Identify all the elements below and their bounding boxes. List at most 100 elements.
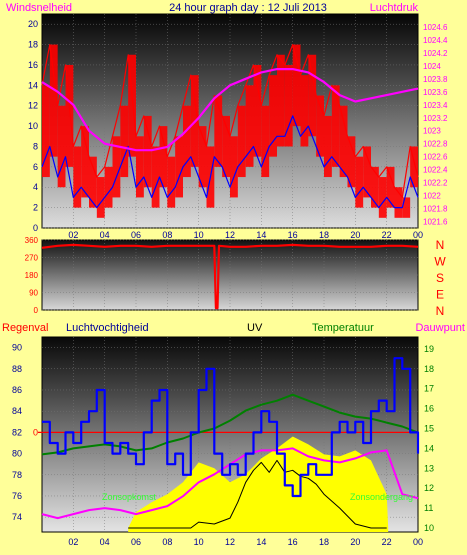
direction-tick-label: 90 (29, 289, 38, 298)
pressure-tick-label: 1021.8 (423, 205, 448, 214)
climate-series (38, 357, 420, 532)
x-tick-label: 06 (131, 230, 141, 240)
pressure-tick-label: 1024 (423, 62, 441, 71)
wind-bar (89, 156, 97, 208)
pressure-axis-label: Luchtdruk (370, 2, 419, 14)
pressure-tick-label: 1021.6 (423, 218, 448, 227)
direction-left-ticks: 0 90 180 270 360 (25, 236, 39, 315)
x-tick-label: 12 (225, 537, 235, 547)
wind-left-ticks: 0 2 4 6 8 10 12 14 16 18 20 (28, 19, 38, 233)
sunset-label: Zonsondergang (350, 492, 413, 502)
x-tick-label: 08 (162, 537, 172, 547)
humidity-tick-label: 88 (12, 364, 22, 374)
wind-bar (386, 166, 395, 208)
temperature-tick-label: 16 (424, 404, 434, 414)
wind-tick-label: 4 (33, 182, 38, 192)
wind-bar (128, 54, 136, 157)
temperature-tick-label: 12 (424, 483, 434, 493)
wind-bar (300, 75, 309, 147)
wind-bar (120, 105, 129, 178)
wind-bar (292, 44, 301, 127)
x-tick-label: 14 (256, 230, 266, 240)
wind-tick-label: 6 (33, 162, 38, 172)
wind-bar (112, 136, 121, 198)
temperature-tick-label: 18 (424, 364, 434, 374)
wind-bar (167, 156, 176, 208)
uv-line (128, 459, 387, 529)
wind-line (41, 43, 419, 198)
wind-bar (284, 64, 293, 147)
wind-tick-label: 0 (33, 223, 38, 233)
humidity-tick-label: 76 (12, 491, 22, 501)
wind-bar (73, 146, 82, 208)
wind-bar (245, 85, 254, 167)
humidity-tick-label: 86 (12, 385, 22, 395)
x-tick-label: 20 (350, 230, 360, 240)
temperature-right-ticks: 10 11 12 13 14 15 16 17 18 19 (424, 344, 434, 533)
humidity-tick-label: 90 (12, 343, 22, 353)
wind-bar (237, 105, 246, 178)
x-tick-label: 08 (162, 230, 172, 240)
humidity-tick-label: 84 (12, 406, 22, 416)
x-tick-label: 18 (319, 230, 329, 240)
temperature-tick-label: 10 (424, 523, 434, 533)
direction-tick-label: 270 (25, 254, 39, 263)
x-tick-label: 04 (100, 230, 110, 240)
pressure-tick-label: 1022 (423, 192, 441, 201)
humidity-tick-label: 80 (12, 449, 22, 459)
gust-line (41, 115, 419, 209)
temperature-tick-label: 14 (424, 443, 434, 453)
direction-plot-area (41, 239, 419, 311)
wind-bar (253, 64, 262, 157)
humidity-label: Luchtvochtigheid (66, 322, 149, 334)
wind-bar (214, 95, 223, 167)
wind-bar (378, 177, 387, 218)
wind-bar (316, 95, 324, 157)
wind-bar (159, 126, 168, 188)
wind-bar (371, 166, 379, 208)
wind-bar (269, 75, 277, 157)
wind-bar (151, 146, 160, 208)
wind-bar (65, 64, 74, 167)
wind-tick-label: 12 (28, 101, 38, 111)
wind-bar (198, 126, 207, 188)
humidity-left-ticks: 0 74 76 78 80 82 84 86 88 90 (12, 343, 38, 523)
x-tick-label: 16 (288, 537, 298, 547)
wind-bar (402, 197, 411, 218)
x-tick-label: 14 (256, 537, 266, 547)
wind-series (41, 43, 419, 218)
wind-bar (308, 54, 317, 137)
wind-bar (277, 54, 285, 147)
wind-tick-label: 18 (28, 40, 38, 50)
wind-tick-label: 20 (28, 19, 38, 29)
compass-label: N (436, 304, 445, 318)
wind-tick-label: 16 (28, 60, 38, 70)
direction-tick-label: 360 (25, 236, 39, 245)
wind-bar (49, 44, 58, 157)
graph-title: 24 hour graph day : 12 Juli 2013 (169, 2, 327, 14)
pressure-tick-label: 1023.8 (423, 75, 448, 84)
x-tick-label: 02 (68, 537, 78, 547)
sunrise-label: Zonsopkomst (102, 492, 157, 502)
compass-label: W (434, 255, 446, 269)
temperature-tick-label: 13 (424, 463, 434, 473)
humidity-tick-label: 74 (12, 512, 22, 522)
wind-tick-label: 10 (28, 121, 38, 131)
humidity-line (42, 357, 420, 498)
pressure-tick-label: 1023.2 (423, 114, 448, 123)
pressure-tick-label: 1022.8 (423, 140, 448, 149)
temperature-tick-label: 11 (424, 503, 433, 513)
wind-bar (347, 136, 356, 188)
wind-bar (143, 115, 152, 188)
x-tick-label: 12 (225, 230, 235, 240)
wind-tick-label: 14 (28, 80, 38, 90)
temperature-tick-label: 17 (424, 384, 434, 394)
x-tick-label: 10 (194, 230, 204, 240)
pressure-tick-label: 1023 (423, 127, 441, 136)
x-tick-label: 16 (288, 230, 298, 240)
pressure-tick-label: 1022.6 (423, 153, 448, 162)
x-tick-label: 18 (319, 537, 329, 547)
